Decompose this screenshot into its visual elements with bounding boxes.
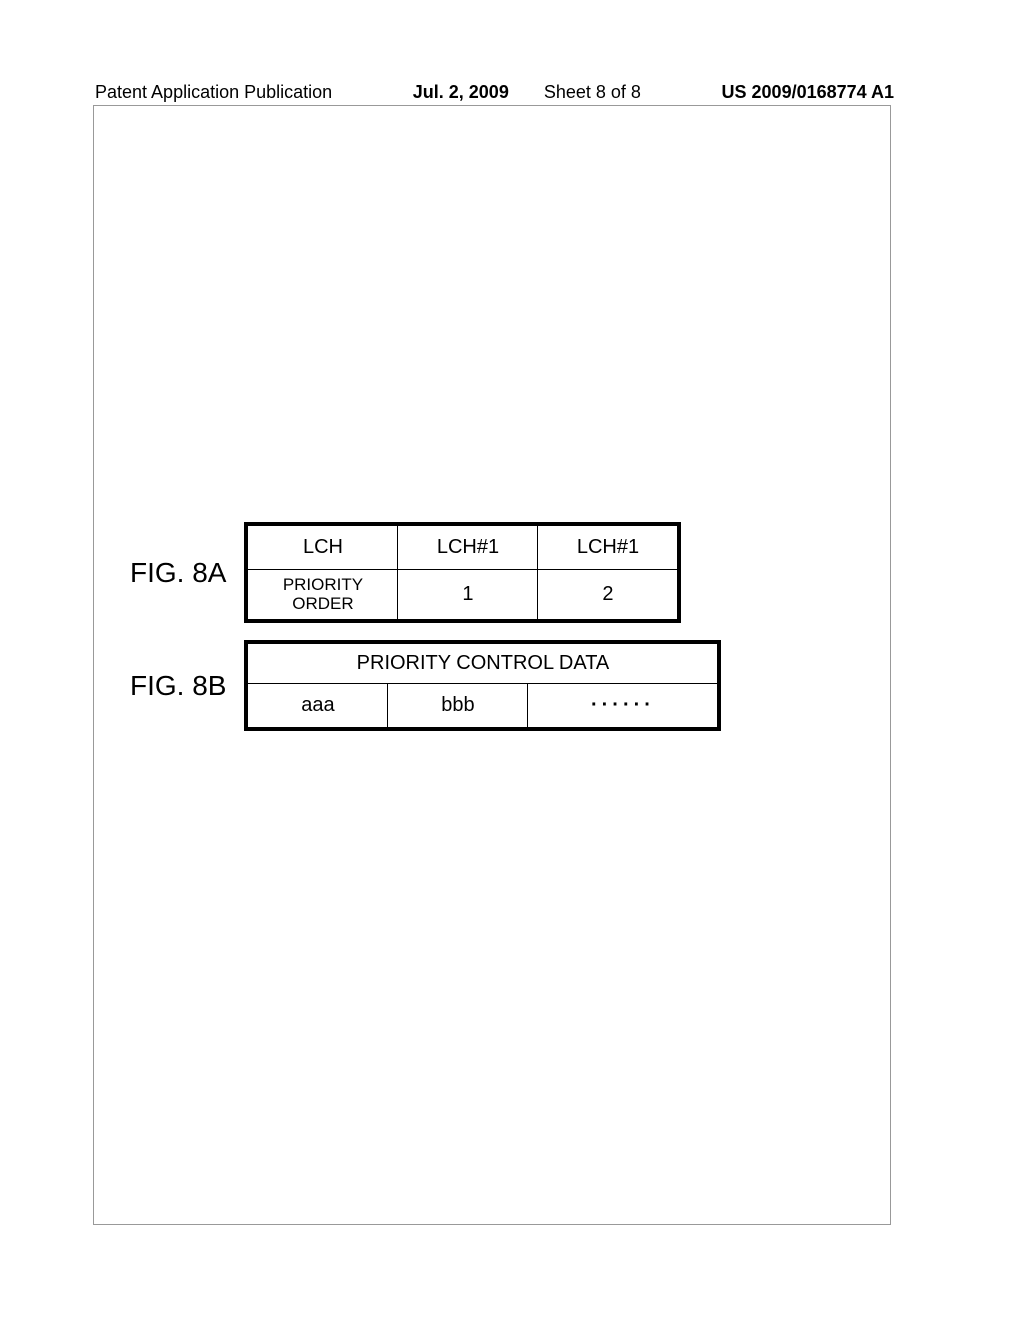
publication-date: Jul. 2, 2009 [413, 82, 509, 102]
figure-8b-table-wrap: PRIORITY CONTROL DATA aaa bbb ······ [244, 640, 721, 731]
table-cell: 1 [398, 570, 538, 620]
page-header: Patent Application Publication Jul. 2, 2… [95, 82, 894, 103]
publication-number: US 2009/0168774 A1 [722, 82, 894, 103]
table-cell: 2 [538, 570, 678, 620]
table-cell: aaa [248, 684, 388, 728]
figure-8a-table: LCH LCH#1 LCH#1 PRIORITY ORDER 1 2 [247, 525, 678, 620]
table-cell: ······ [528, 684, 718, 728]
publication-type: Patent Application Publication [95, 82, 332, 103]
figure-8b: FIG. 8B PRIORITY CONTROL DATA aaa bbb ··… [130, 640, 721, 731]
sheet-number: Sheet 8 of 8 [544, 82, 641, 102]
figure-8b-table: PRIORITY CONTROL DATA aaa bbb ······ [247, 643, 718, 728]
table-row: PRIORITY ORDER 1 2 [248, 570, 678, 620]
table-cell: LCH#1 [538, 526, 678, 570]
priority-label-line1: PRIORITY [283, 575, 363, 594]
table-row: LCH LCH#1 LCH#1 [248, 526, 678, 570]
priority-label-line2: ORDER [292, 594, 353, 613]
table-header-cell: PRIORITY CONTROL DATA [248, 644, 718, 684]
table-cell: LCH [248, 526, 398, 570]
table-cell-priority-order: PRIORITY ORDER [248, 570, 398, 620]
header-center-group: Jul. 2, 2009 Sheet 8 of 8 [413, 82, 641, 103]
table-row: aaa bbb ······ [248, 684, 718, 728]
figure-8a-table-wrap: LCH LCH#1 LCH#1 PRIORITY ORDER 1 2 [244, 522, 681, 623]
figure-8a: FIG. 8A LCH LCH#1 LCH#1 PRIORITY ORDER 1… [130, 522, 681, 623]
dots-icon: ······ [591, 694, 655, 716]
figure-8a-label: FIG. 8A [130, 557, 226, 589]
table-row: PRIORITY CONTROL DATA [248, 644, 718, 684]
table-cell: bbb [388, 684, 528, 728]
figure-8b-label: FIG. 8B [130, 670, 226, 702]
table-cell: LCH#1 [398, 526, 538, 570]
